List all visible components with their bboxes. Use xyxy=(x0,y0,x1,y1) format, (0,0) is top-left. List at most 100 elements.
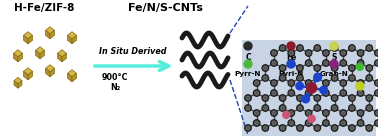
Circle shape xyxy=(289,121,293,125)
Circle shape xyxy=(263,106,267,110)
Circle shape xyxy=(263,76,267,80)
Circle shape xyxy=(280,66,285,70)
Circle shape xyxy=(375,60,378,66)
Circle shape xyxy=(315,106,319,110)
Circle shape xyxy=(357,80,364,86)
Circle shape xyxy=(288,90,294,96)
Polygon shape xyxy=(28,35,33,44)
Circle shape xyxy=(367,126,371,130)
Circle shape xyxy=(245,125,251,131)
Circle shape xyxy=(315,126,319,130)
Circle shape xyxy=(271,110,277,116)
Circle shape xyxy=(357,120,364,126)
Circle shape xyxy=(297,65,303,71)
Circle shape xyxy=(262,65,268,71)
Circle shape xyxy=(272,121,276,125)
Circle shape xyxy=(315,46,319,50)
Circle shape xyxy=(367,76,371,80)
Polygon shape xyxy=(68,73,72,82)
Polygon shape xyxy=(14,50,23,57)
Polygon shape xyxy=(23,71,28,80)
Circle shape xyxy=(367,96,371,100)
Circle shape xyxy=(305,60,312,66)
Circle shape xyxy=(279,65,286,71)
Circle shape xyxy=(376,111,378,115)
Circle shape xyxy=(357,90,364,96)
Polygon shape xyxy=(14,53,18,62)
Circle shape xyxy=(340,120,347,126)
Circle shape xyxy=(255,121,259,125)
Circle shape xyxy=(305,120,312,126)
Polygon shape xyxy=(28,71,33,80)
Circle shape xyxy=(356,63,363,70)
Circle shape xyxy=(307,91,311,95)
Circle shape xyxy=(255,81,259,85)
Text: H-Fe/ZIF-8: H-Fe/ZIF-8 xyxy=(14,3,74,13)
Circle shape xyxy=(340,60,347,66)
Circle shape xyxy=(356,82,364,90)
Circle shape xyxy=(288,50,294,56)
Circle shape xyxy=(314,125,321,131)
Text: 900°C: 900°C xyxy=(102,74,128,83)
Circle shape xyxy=(289,51,293,55)
Circle shape xyxy=(289,91,293,95)
Circle shape xyxy=(341,121,345,125)
Circle shape xyxy=(324,51,328,55)
Circle shape xyxy=(263,126,267,130)
Circle shape xyxy=(308,115,315,122)
Circle shape xyxy=(263,96,267,100)
Circle shape xyxy=(350,66,354,70)
Polygon shape xyxy=(57,50,67,57)
Circle shape xyxy=(324,111,328,115)
Circle shape xyxy=(367,46,371,50)
Circle shape xyxy=(254,80,260,86)
Circle shape xyxy=(375,50,378,56)
Circle shape xyxy=(376,91,378,95)
Circle shape xyxy=(376,121,378,125)
Text: Fe: Fe xyxy=(286,53,296,62)
Text: Pyri-N: Pyri-N xyxy=(278,71,304,77)
Circle shape xyxy=(254,90,260,96)
Circle shape xyxy=(288,110,294,116)
Circle shape xyxy=(324,61,328,65)
Circle shape xyxy=(307,51,311,55)
Circle shape xyxy=(272,91,276,95)
Circle shape xyxy=(280,126,285,130)
Polygon shape xyxy=(40,50,45,59)
Circle shape xyxy=(324,121,328,125)
Polygon shape xyxy=(68,35,72,44)
Text: Pyrr-N: Pyrr-N xyxy=(235,71,261,77)
Circle shape xyxy=(366,75,372,81)
Circle shape xyxy=(357,50,364,56)
Circle shape xyxy=(298,76,302,80)
Circle shape xyxy=(366,125,372,131)
Circle shape xyxy=(350,96,354,100)
Bar xyxy=(242,40,376,136)
Circle shape xyxy=(246,106,250,110)
Circle shape xyxy=(314,75,321,81)
Circle shape xyxy=(332,125,338,131)
Circle shape xyxy=(272,51,276,55)
Circle shape xyxy=(366,45,372,51)
Circle shape xyxy=(315,76,319,80)
Circle shape xyxy=(357,60,364,66)
Circle shape xyxy=(297,75,303,81)
Circle shape xyxy=(333,46,336,50)
Circle shape xyxy=(350,106,354,110)
Text: Fe/N/S-CNTs: Fe/N/S-CNTs xyxy=(127,3,203,13)
Circle shape xyxy=(349,75,355,81)
Circle shape xyxy=(367,66,371,70)
Polygon shape xyxy=(45,65,54,72)
Circle shape xyxy=(330,60,338,68)
Circle shape xyxy=(324,91,328,95)
Circle shape xyxy=(255,91,259,95)
Circle shape xyxy=(271,80,277,86)
Circle shape xyxy=(305,80,312,86)
Circle shape xyxy=(272,111,276,115)
Circle shape xyxy=(323,80,329,86)
Polygon shape xyxy=(36,50,40,59)
Circle shape xyxy=(323,110,329,116)
Circle shape xyxy=(340,80,347,86)
Circle shape xyxy=(262,95,268,101)
Circle shape xyxy=(367,106,371,110)
